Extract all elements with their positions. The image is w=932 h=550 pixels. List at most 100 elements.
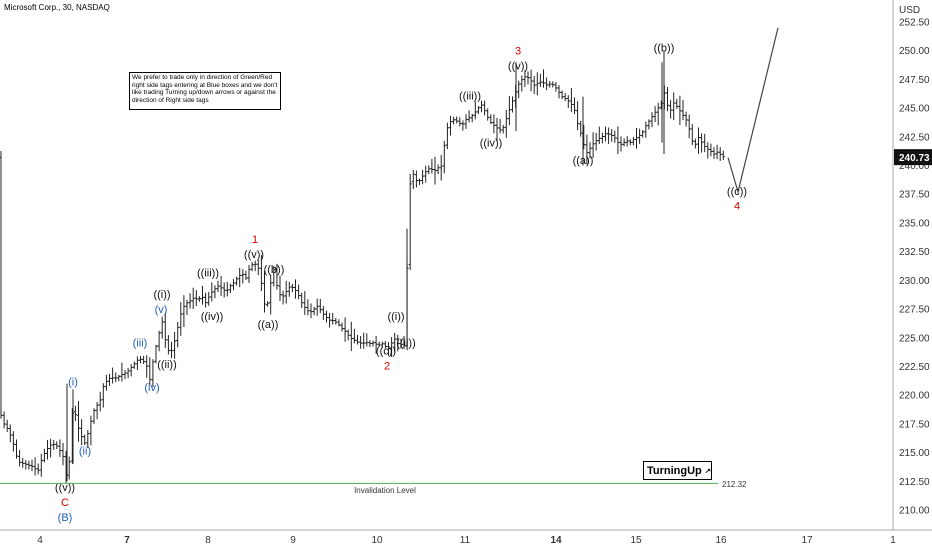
ohlc-bar [631,136,635,146]
ohlc-bar [588,142,592,159]
ohlc-bar [334,317,338,325]
ohlc-bar [272,265,276,287]
ohlc-bar [433,156,437,185]
wave-label: ((iii)) [197,267,219,279]
ohlc-bar [269,274,273,315]
ohlc-bar [421,169,425,185]
ohlc-bar [430,158,434,174]
ohlc-bar [21,457,25,468]
ohlc-bar [340,322,344,332]
wave-label: ((iv)) [201,311,224,323]
ohlc-bar [517,80,521,99]
ohlc-bar [483,100,487,116]
ohlc-bar [557,85,561,99]
ohlc-bar [275,263,279,290]
ohlc-bar [535,72,539,96]
ohlc-bar [39,453,43,477]
ohlc-bar [45,439,50,460]
wave-label: ((v)) [244,249,264,261]
ohlc-bar [216,280,220,293]
time-tick-label: 10 [371,535,383,546]
ohlc-bar [5,419,9,432]
trading-note: We prefer to trade only in direction of … [129,72,281,110]
ohlc-bar [436,164,440,175]
price-tick-label: 240.00 [899,161,930,172]
ohlc-bar [154,344,158,364]
ohlc-bar [504,109,508,138]
ohlc-bar [11,431,15,452]
wave-label: (iii) [133,337,148,349]
ohlc-bar [312,306,316,316]
ohlc-bar [104,374,108,391]
ohlc-bar [368,340,372,347]
ohlc-bar [696,127,701,154]
ohlc-bar [362,332,366,349]
ohlc-bar [228,283,232,293]
ohlc-bar [173,331,177,359]
ohlc-bar [541,69,546,88]
ohlc-bar [656,102,660,126]
ohlc-bar [576,101,580,131]
ohlc-bar [55,441,59,450]
ohlc-bar [687,114,691,139]
ohlc-bar [455,116,459,124]
ohlc-bar [464,114,468,129]
ohlc-bar [0,150,3,419]
ohlc-bar [507,96,511,126]
ohlc-bar [355,334,360,345]
ohlc-bar [396,334,400,352]
ohlc-bar [76,401,81,442]
ohlc-bar [479,100,484,113]
ohlc-bar [399,338,403,349]
ohlc-bar [693,138,697,149]
ohlc-bar [256,259,260,276]
ohlc-bar [111,367,115,384]
ohlc-bar [281,290,285,305]
wave-label: ((c)) [727,186,747,198]
ohlc-bar [473,101,477,120]
ohlc-bar [89,415,93,446]
ohlc-bar [625,136,629,147]
ohlc-bar [287,281,291,297]
ohlc-bar [14,439,19,459]
ohlc-bar [222,282,226,298]
ohlc-bar [495,117,499,142]
ohlc-bar [58,439,62,457]
ohlc-bar [470,113,474,123]
ohlc-bar [132,361,136,369]
wave-label: (iv) [144,382,159,394]
price-tick-label: 230.00 [899,276,930,287]
ohlc-bar [638,128,642,144]
price-tick-label: 245.00 [899,104,930,115]
ohlc-bar [594,132,598,151]
time-tick-label: 17 [801,535,813,546]
time-tick-label: 11 [460,535,471,546]
ohlc-bar [452,116,456,125]
ohlc-bar [554,81,558,92]
ohlc-bar [585,134,589,165]
ohlc-bar [123,370,127,380]
ohlc-bar [8,424,12,443]
ohlc-bar [179,302,183,336]
ohlc-bar [120,362,124,382]
time-tick-label: 1 [890,535,896,546]
ohlc-bar [622,138,626,147]
ohlc-bar [411,169,415,190]
ohlc-bar [114,372,118,383]
ohlc-bar [390,337,394,357]
wave-label: ((ii)) [396,337,416,349]
ohlc-bar [157,330,161,352]
ohlc-bar [235,276,239,286]
ohlc-bar [297,284,301,300]
ohlc-bar [414,170,418,188]
ohlc-bar [669,100,673,119]
wave-label: ((i)) [387,311,404,323]
ohlc-bar [442,140,446,174]
ohlc-bar [278,275,282,301]
ohlc-bar [101,383,105,408]
ohlc-bar [331,312,335,325]
ohlc-bar [200,285,205,305]
ohlc-bar [92,408,96,424]
ohlc-bar [213,285,217,299]
